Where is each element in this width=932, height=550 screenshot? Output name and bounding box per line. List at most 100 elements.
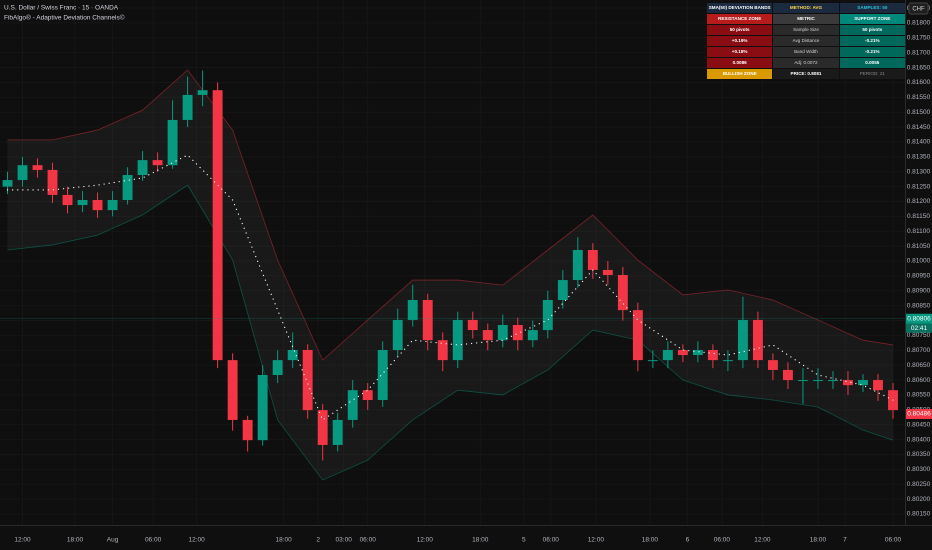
candle-body — [182, 94, 193, 120]
x-tick-label: 06:00 — [360, 537, 377, 544]
panel-header: SAMPLES: 50 — [839, 3, 905, 13]
price-tag-label: 0.80486 — [907, 411, 931, 418]
candle-body — [632, 310, 643, 361]
panel-cell: Adj: 0.0072 — [773, 58, 839, 68]
price-tag-label: 0.80806 — [907, 315, 931, 322]
candle-body — [527, 330, 538, 341]
y-tick-label: 0.81000 — [907, 258, 931, 265]
candle-body — [212, 90, 223, 361]
y-tick-label: 0.80650 — [907, 362, 931, 369]
y-tick-label: 0.81300 — [907, 168, 931, 175]
candle-body — [197, 90, 208, 95]
candle-body — [257, 375, 268, 441]
candle-body — [873, 380, 883, 391]
candle-body — [662, 350, 673, 361]
lower-band — [7, 184, 894, 481]
candle-body — [722, 360, 733, 362]
candle-body — [692, 350, 703, 356]
candle-body — [377, 350, 388, 400]
candle-body — [137, 160, 148, 175]
grid — [0, 0, 905, 525]
candle-body — [797, 380, 808, 382]
candle-body — [767, 360, 778, 370]
indicator-name: FibAlgo® - Adaptive Deviation Channels© — [4, 14, 125, 22]
y-tick-label: 0.81400 — [907, 139, 931, 146]
panel-header: METHOD: AVG — [773, 3, 839, 13]
y-tick-label: 0.80600 — [907, 377, 931, 384]
panel-cell: Avg Distance — [773, 36, 839, 46]
x-tick-label: 12:00 — [754, 537, 771, 544]
candle-body — [47, 169, 58, 195]
y-tick-label: 0.81150 — [907, 213, 930, 220]
y-tick-label: 0.81050 — [907, 243, 931, 250]
panel-cell: 50 pivots — [839, 25, 905, 35]
candle-body — [272, 360, 283, 375]
y-tick-label: 0.80700 — [907, 347, 931, 354]
candle-body — [437, 340, 448, 361]
x-tick-label: 12:00 — [417, 537, 434, 544]
candle-body — [572, 250, 583, 281]
panel-cell: Sample Size — [773, 25, 839, 35]
y-tick-label: 0.80900 — [907, 287, 931, 294]
panel-cell: BULLISH ZONE — [707, 69, 773, 79]
candle-body — [587, 250, 598, 270]
x-tick-label: 6 — [686, 537, 690, 544]
candle-body — [407, 300, 418, 320]
band-fill — [7, 69, 893, 481]
plot — [0, 69, 905, 481]
candle-body — [557, 280, 568, 300]
x-tick-label: 2 — [316, 537, 320, 544]
y-tick-label: 0.81550 — [907, 94, 931, 101]
candle-body — [782, 369, 793, 381]
y-tick-label: 0.80300 — [907, 466, 931, 473]
x-tick-label: 18:00 — [276, 537, 293, 544]
x-tick-label: 12:00 — [14, 537, 31, 544]
candle-body — [707, 350, 718, 361]
panel-cell: 0.0055 — [839, 58, 905, 68]
candle-body — [737, 319, 748, 361]
candle-body — [617, 275, 628, 311]
candle-body — [62, 194, 73, 206]
y-tick-label: 0.81600 — [907, 79, 931, 86]
candle-body — [452, 319, 463, 361]
y-tick-label: 0.80350 — [907, 451, 931, 458]
candle-body — [497, 325, 508, 341]
chart-title: U.S. Dollar / Swiss Franc · 15 · OANDA — [4, 5, 119, 12]
x-tick-label: 06:00 — [714, 537, 731, 544]
candle-body — [122, 175, 133, 200]
candle-body — [542, 300, 553, 331]
candle-body — [482, 330, 493, 341]
candle-body — [467, 319, 478, 331]
panel-cell: -0.21% — [839, 36, 905, 46]
y-tick-label: 0.80850 — [907, 302, 931, 309]
panel-cell: SUPPORT ZONE — [839, 14, 905, 24]
candle-body — [302, 350, 313, 411]
candle-body — [602, 269, 613, 275]
basis-line — [6, 154, 894, 421]
panel-cell: METRIC — [773, 14, 839, 24]
candle-body — [422, 300, 433, 341]
y-tick-label: 0.81200 — [907, 198, 931, 205]
candle-body — [2, 180, 13, 187]
x-tick-label: 18:00 — [67, 537, 84, 544]
y-tick-label: 0.80150 — [907, 511, 931, 518]
y-tick-label: 0.81750 — [907, 35, 931, 42]
y-tick-label: 0.81450 — [907, 124, 931, 131]
candle-body — [92, 200, 103, 211]
x-tick-label: 12:00 — [588, 537, 605, 544]
x-tick-label: 06:00 — [885, 537, 902, 544]
y-tick-label: 0.80950 — [907, 273, 931, 280]
candle-body — [752, 319, 763, 361]
y-tick-label: 0.80450 — [907, 421, 931, 428]
panel-cell: PRICE: 0.8081 — [773, 69, 839, 79]
panel-header: SMA(50) DEVIATION BANDS — [707, 3, 773, 13]
candle-body — [677, 350, 688, 356]
candle-body — [332, 419, 343, 445]
axes: 0.818500.818000.817500.817000.816500.816… — [14, 5, 932, 544]
candle-body — [647, 360, 658, 362]
x-tick-label: 18:00 — [642, 537, 659, 544]
x-tick-label: 5 — [522, 537, 526, 544]
x-tick-label: 18:00 — [810, 537, 827, 544]
